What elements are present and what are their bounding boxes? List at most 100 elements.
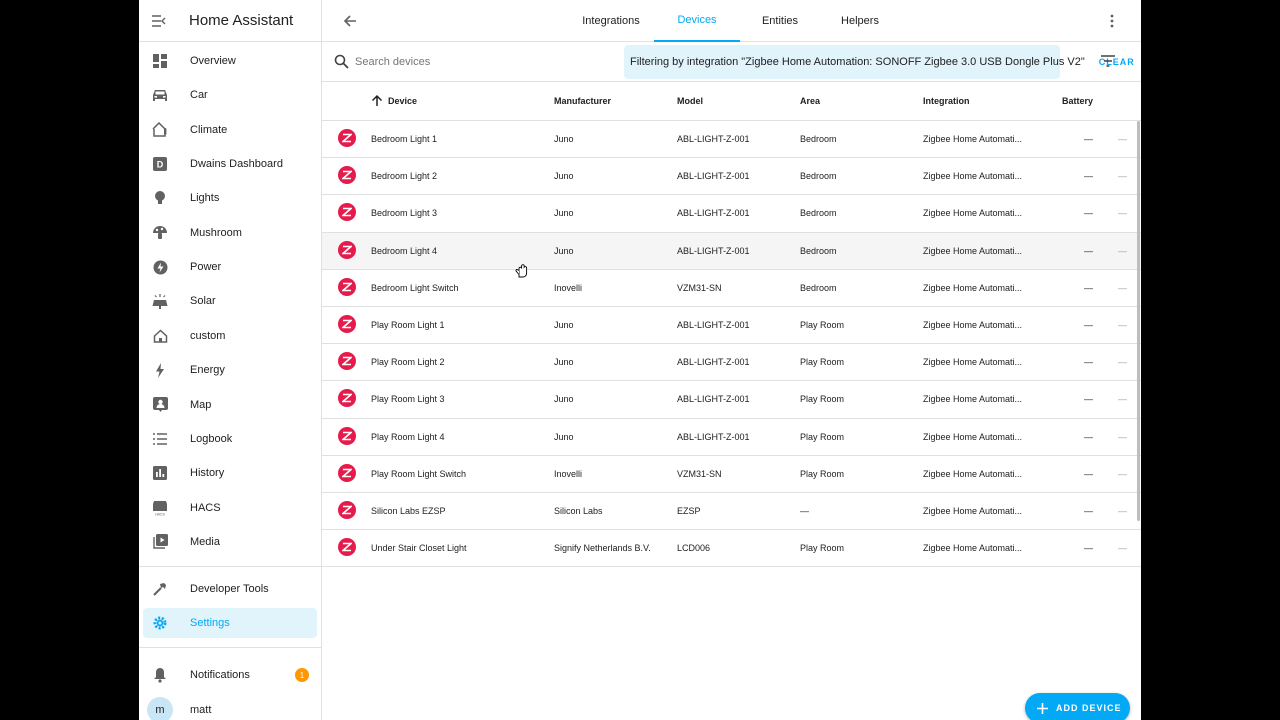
search-input[interactable] (355, 52, 615, 72)
sidebar-item-label: HACS (190, 501, 221, 514)
cell-integration: Zigbee Home Automati... (923, 282, 1023, 293)
integration-filter-chip: Filtering by integration "Zigbee Home Au… (624, 45, 1134, 79)
cell-area: Play Room (800, 394, 845, 405)
cell-manufacturer: Juno (554, 357, 574, 368)
cell-extra: — (1118, 171, 1127, 182)
sidebar-item-history[interactable]: History (143, 458, 317, 488)
sidebar-item-label: Dwains Dashboard (190, 158, 283, 171)
clear-filter-button[interactable]: CLEAR (1098, 57, 1135, 67)
back-arrow-icon[interactable] (340, 11, 360, 31)
car-icon (145, 89, 175, 102)
sidebar-item-map[interactable]: Map (143, 390, 317, 420)
cell-manufacturer: Silicon Labs (554, 505, 603, 516)
tab-entities[interactable]: Entities (761, 15, 799, 27)
table-scrollbar[interactable] (1137, 121, 1140, 521)
sidebar-item-settings[interactable]: Settings (143, 608, 317, 638)
cell-integration: Zigbee Home Automati... (923, 505, 1023, 516)
cell-manufacturer: Juno (554, 394, 574, 405)
table-row[interactable]: Play Room Light 3 Juno ABL-LIGHT-Z-001 Play… (322, 381, 1141, 419)
sidebar-item-power[interactable]: Power (143, 252, 317, 282)
hacs-icon: HACS (145, 500, 175, 516)
add-device-label: ADD DEVICE (1056, 703, 1122, 713)
column-header-battery[interactable]: Battery (1062, 96, 1094, 106)
sidebar-item-energy[interactable]: Energy (143, 355, 317, 385)
sidebar-item-mushroom[interactable]: Mushroom (143, 218, 317, 248)
cell-integration: Zigbee Home Automati... (923, 171, 1023, 182)
sidebar-item-label: Overview (190, 55, 236, 67)
column-header-device[interactable]: Device (388, 96, 418, 106)
zigbee-logo-icon (338, 463, 356, 482)
sidebar-item-logbook[interactable]: Logbook (143, 424, 317, 454)
cell-model: VZM31-SN (677, 282, 722, 293)
table-row[interactable]: Play Room Light Switch Inovelli VZM31-SN Pl… (322, 456, 1141, 493)
cell-extra: — (1118, 319, 1127, 330)
sidebar-item-notifications[interactable]: Notifications 1 (143, 660, 317, 690)
sidebar-item-climate[interactable]: Climate (143, 115, 317, 145)
sidebar-divider (139, 566, 322, 567)
tab-devices[interactable]: Devices (654, 0, 740, 42)
tab-integrations[interactable]: Integrations (582, 15, 640, 27)
table-row[interactable]: Play Room Light 2 Juno ABL-LIGHT-Z-001 Play… (322, 344, 1141, 382)
overflow-menu-icon[interactable] (1103, 12, 1121, 30)
table-row[interactable]: Bedroom Light 2 Juno ABL-LIGHT-Z-001 Bedroo… (322, 158, 1141, 196)
sidebar-item-overview[interactable]: Overview (143, 46, 317, 76)
filter-text: Filtering by integration "Zigbee Home Au… (630, 56, 1085, 68)
table-row[interactable]: Under Stair Closet Light Signify Netherla… (322, 530, 1141, 568)
filter-icon[interactable] (1101, 54, 1115, 72)
dwains-icon: D (145, 157, 175, 172)
cog-icon (145, 615, 175, 631)
cell-battery: — (1084, 134, 1093, 144)
sidebar-item-media[interactable]: Media (143, 527, 317, 557)
sidebar: Home Assistant Overview Car Climate D Dwains… (139, 0, 322, 720)
column-header-integration[interactable]: Integration (923, 96, 970, 106)
cell-battery: — (1084, 282, 1093, 293)
cell-model: ABL-LIGHT-Z-001 (677, 431, 750, 442)
tab-helpers[interactable]: Helpers (841, 15, 879, 27)
sort-ascending-icon[interactable] (371, 94, 383, 109)
cell-area: Play Room (800, 431, 845, 442)
menu-collapse-icon[interactable] (139, 14, 179, 27)
cell-model: VZM31-SN (677, 468, 722, 479)
sidebar-item-custom[interactable]: custom (143, 321, 317, 351)
add-device-button[interactable]: ADD DEVICE (1025, 693, 1130, 720)
toolbar: Integrations Devices Entities Helpers (322, 0, 1141, 42)
sidebar-item-hacs[interactable]: HACS HACS (143, 493, 317, 523)
table-row[interactable]: Silicon Labs EZSP Silicon Labs EZSP — Zigbee… (322, 493, 1141, 531)
cell-integration: Zigbee Home Automati... (923, 431, 1023, 442)
cell-integration: Zigbee Home Automati... (923, 543, 1023, 554)
column-header-area[interactable]: Area (800, 96, 821, 106)
zigbee-logo-icon (338, 352, 356, 371)
avatar: m (147, 697, 173, 720)
sidebar-item-label: Mushroom (190, 226, 242, 239)
cell-battery: — (1084, 245, 1093, 256)
sidebar-item-car[interactable]: Car (143, 80, 317, 110)
table-row[interactable]: Bedroom Light Switch Inovelli VZM31-SN Bedr… (322, 270, 1141, 307)
cell-manufacturer: Juno (554, 208, 574, 219)
sidebar-item-developer-tools[interactable]: Developer Tools (143, 574, 317, 604)
user-avatar-wrapper: m (145, 697, 175, 720)
sidebar-item-dwains-dashboard[interactable]: D Dwains Dashboard (143, 149, 317, 179)
cell-extra: — (1118, 208, 1127, 219)
table-row[interactable]: Play Room Light 4 Juno ABL-LIGHT-Z-001 Play… (322, 419, 1141, 456)
table-row[interactable]: Play Room Light 1 Juno ABL-LIGHT-Z-001 Play… (322, 307, 1141, 345)
cell-integration: Zigbee Home Automati... (923, 134, 1023, 144)
sidebar-item-label: Energy (190, 364, 225, 377)
sidebar-item-solar[interactable]: Solar (143, 286, 317, 316)
column-header-manufacturer[interactable]: Manufacturer (554, 96, 612, 106)
cell-battery: — (1084, 357, 1093, 368)
zigbee-logo-icon (338, 538, 356, 557)
sidebar-item-user[interactable]: m matt (143, 695, 317, 720)
play-box-icon (145, 534, 175, 550)
column-header-model[interactable]: Model (677, 96, 703, 106)
table-row[interactable]: Bedroom Light 1 Juno ABL-LIGHT-Z-001 Bedroo… (322, 121, 1141, 159)
sidebar-item-label: Media (190, 535, 220, 548)
cell-area: Bedroom (800, 134, 837, 144)
table-row[interactable]: Bedroom Light 4 Juno ABL-LIGHT-Z-001 Bedroo… (322, 232, 1141, 270)
table-row[interactable]: Bedroom Light 3 Juno ABL-LIGHT-Z-001 Bedroo… (322, 195, 1141, 233)
home-thermometer-icon (145, 122, 175, 137)
sidebar-item-lights[interactable]: Lights (143, 183, 317, 213)
cell-integration: Zigbee Home Automati... (923, 208, 1023, 219)
app-title: Home Assistant (189, 12, 294, 29)
cell-device: Bedroom Light 2 (371, 171, 438, 182)
cell-integration: Zigbee Home Automati... (923, 394, 1023, 405)
